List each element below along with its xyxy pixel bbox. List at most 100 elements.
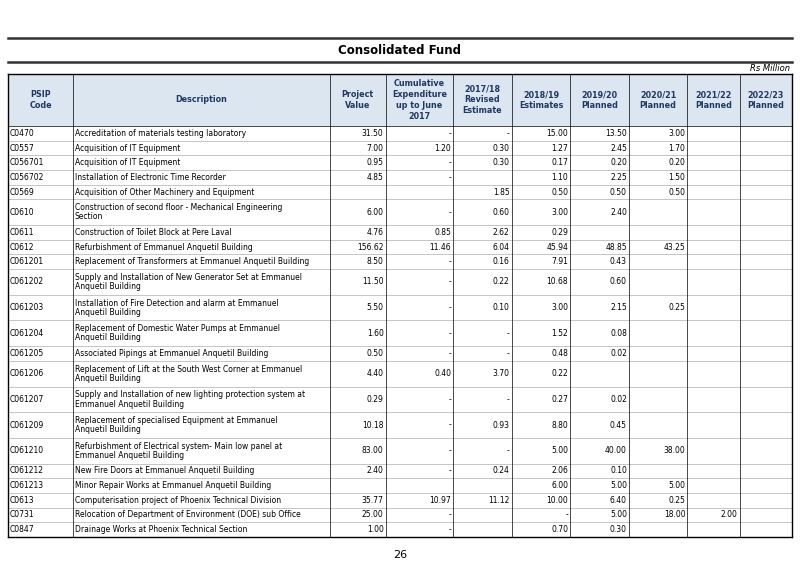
Text: 0.24: 0.24 [493, 467, 510, 475]
Text: 15.00: 15.00 [546, 129, 568, 138]
Text: Relocation of Department of Environment (DOE) sub Office: Relocation of Department of Environment … [75, 511, 301, 519]
Text: 3.00: 3.00 [551, 303, 568, 312]
Text: 2.40: 2.40 [366, 467, 383, 475]
Text: 0.22: 0.22 [551, 369, 568, 378]
Text: -: - [449, 277, 451, 286]
Text: Replacement of Domestic Water Pumps at Emmanuel: Replacement of Domestic Water Pumps at E… [75, 324, 280, 333]
Text: -: - [507, 395, 510, 404]
Text: C056702: C056702 [10, 173, 44, 182]
Text: C0731: C0731 [10, 511, 34, 519]
Text: 7.91: 7.91 [551, 257, 568, 266]
Text: -: - [449, 329, 451, 338]
Text: -: - [449, 467, 451, 475]
Text: C061203: C061203 [10, 303, 44, 312]
Text: Supply and Installation of new lighting protection system at: Supply and Installation of new lighting … [75, 390, 305, 399]
Text: 1.20: 1.20 [434, 144, 451, 153]
Bar [8, 74, 792, 126]
Text: 0.50: 0.50 [366, 349, 383, 358]
Text: 0.60: 0.60 [610, 277, 627, 286]
Text: C061204: C061204 [10, 329, 44, 338]
Text: C061206: C061206 [10, 369, 44, 378]
Text: -: - [566, 511, 568, 519]
Text: 0.95: 0.95 [366, 158, 383, 167]
Text: 4.85: 4.85 [366, 173, 383, 182]
Text: C0470: C0470 [10, 129, 34, 138]
Text: -: - [507, 329, 510, 338]
Text: Project
Value: Project Value [342, 90, 374, 110]
Text: 156.62: 156.62 [357, 242, 383, 251]
Text: C061207: C061207 [10, 395, 44, 404]
Text: 0.02: 0.02 [610, 349, 627, 358]
Text: 0.22: 0.22 [493, 277, 510, 286]
Text: Drainage Works at Phoenix Technical Section: Drainage Works at Phoenix Technical Sect… [75, 525, 247, 534]
Text: Replacement of Transformers at Emmanuel Anquetil Building: Replacement of Transformers at Emmanuel … [75, 257, 309, 266]
Text: -: - [449, 349, 451, 358]
Text: -: - [507, 129, 510, 138]
Text: 0.17: 0.17 [551, 158, 568, 167]
Text: -: - [449, 129, 451, 138]
Text: 2.00: 2.00 [721, 511, 738, 519]
Text: 2021/22
Planned: 2021/22 Planned [695, 90, 732, 110]
Text: 1.50: 1.50 [669, 173, 686, 182]
Text: 5.00: 5.00 [669, 481, 686, 490]
Text: 6.04: 6.04 [493, 242, 510, 251]
Text: -: - [449, 446, 451, 455]
Text: 0.40: 0.40 [434, 369, 451, 378]
Text: C061210: C061210 [10, 446, 44, 455]
Text: 11.50: 11.50 [362, 277, 383, 286]
Text: Anquetil Building: Anquetil Building [75, 425, 141, 434]
Text: 10.18: 10.18 [362, 420, 383, 429]
Text: 0.70: 0.70 [551, 525, 568, 534]
Text: 6.00: 6.00 [551, 481, 568, 490]
Text: 0.30: 0.30 [493, 144, 510, 153]
Text: 0.16: 0.16 [493, 257, 510, 266]
Text: C056701: C056701 [10, 158, 44, 167]
Text: 5.50: 5.50 [366, 303, 383, 312]
Text: 0.50: 0.50 [669, 188, 686, 197]
Text: 26: 26 [393, 550, 407, 560]
Text: 2019/20
Planned: 2019/20 Planned [581, 90, 618, 110]
Text: 0.30: 0.30 [610, 525, 627, 534]
Text: 43.25: 43.25 [664, 242, 686, 251]
Text: Anquetil Building: Anquetil Building [75, 282, 141, 291]
Text: C0610: C0610 [10, 208, 34, 217]
Text: -: - [449, 257, 451, 266]
Text: C0569: C0569 [10, 188, 34, 197]
Text: Computerisation project of Phoenix Technical Division: Computerisation project of Phoenix Techn… [75, 496, 281, 505]
Text: 0.29: 0.29 [551, 228, 568, 237]
Text: -: - [507, 446, 510, 455]
Text: 0.93: 0.93 [493, 420, 510, 429]
Text: C0611: C0611 [10, 228, 34, 237]
Text: Replacement of Lift at the South West Corner at Emmanuel: Replacement of Lift at the South West Co… [75, 364, 302, 373]
Text: 5.00: 5.00 [551, 446, 568, 455]
Text: 2020/21
Planned: 2020/21 Planned [640, 90, 677, 110]
Text: 2.45: 2.45 [610, 144, 627, 153]
Text: Cumulative
Expenditure
up to June
2017: Cumulative Expenditure up to June 2017 [392, 79, 447, 120]
Text: Rs Million: Rs Million [750, 64, 790, 73]
Text: 1.52: 1.52 [551, 329, 568, 338]
Text: 2.62: 2.62 [493, 228, 510, 237]
Text: 2018/19
Estimates: 2018/19 Estimates [519, 90, 563, 110]
Text: PSIP
Code: PSIP Code [29, 90, 52, 110]
Text: 0.10: 0.10 [610, 467, 627, 475]
Text: 2.06: 2.06 [551, 467, 568, 475]
Text: 2.15: 2.15 [610, 303, 627, 312]
Text: 45.94: 45.94 [546, 242, 568, 251]
Text: Installation of Fire Detection and alarm at Emmanuel: Installation of Fire Detection and alarm… [75, 298, 278, 307]
Text: 8.50: 8.50 [366, 257, 383, 266]
Text: Construction of Toilet Block at Pere Laval: Construction of Toilet Block at Pere Lav… [75, 228, 231, 237]
Text: 83.00: 83.00 [362, 446, 383, 455]
Text: Refurbishment of Emmanuel Anquetil Building: Refurbishment of Emmanuel Anquetil Build… [75, 242, 253, 251]
Text: 0.45: 0.45 [610, 420, 627, 429]
Text: 5.00: 5.00 [610, 481, 627, 490]
Text: 7.00: 7.00 [366, 144, 383, 153]
Text: 3.70: 3.70 [493, 369, 510, 378]
Text: 10.97: 10.97 [430, 496, 451, 505]
Text: 13.50: 13.50 [605, 129, 627, 138]
Text: Supply and Installation of New Generator Set at Emmanuel: Supply and Installation of New Generator… [75, 273, 302, 282]
Text: Description: Description [175, 95, 227, 105]
Text: Refurbishment of Electrical system- Main low panel at: Refurbishment of Electrical system- Main… [75, 442, 282, 451]
Text: 0.29: 0.29 [366, 395, 383, 404]
Text: 1.10: 1.10 [551, 173, 568, 182]
Text: 0.02: 0.02 [610, 395, 627, 404]
